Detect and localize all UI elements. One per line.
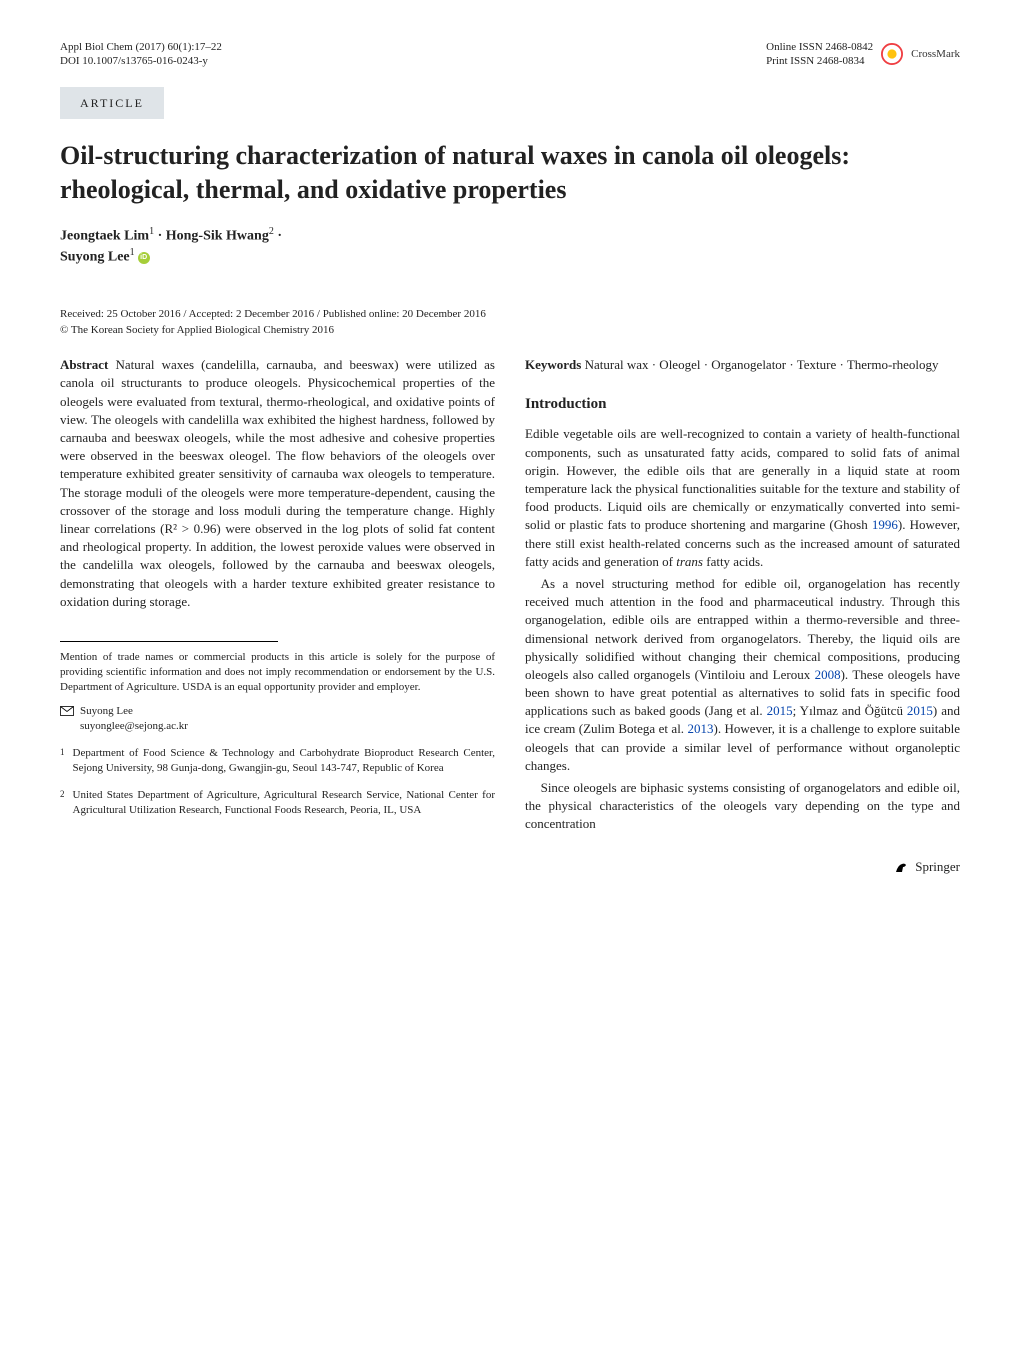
online-issn: Online ISSN 2468-0842: [766, 40, 873, 54]
citation-vintiloiu-2008[interactable]: 2008: [815, 667, 841, 682]
publisher-footer: Springer: [525, 858, 960, 876]
footnote-separator: [60, 641, 278, 642]
right-column: Keywords Natural wax · Oleogel · Organog…: [525, 356, 960, 876]
abstract-label: Abstract: [60, 357, 108, 372]
corr-author-name: Suyong Lee: [80, 704, 188, 719]
intro-para-1: Edible vegetable oils are well-recognize…: [525, 425, 960, 571]
affil-1-num: 1: [60, 746, 65, 776]
author-3: Suyong Lee: [60, 250, 130, 265]
journal-meta: Appl Biol Chem (2017) 60(1):17–22 DOI 10…: [60, 40, 222, 69]
print-issn: Print ISSN 2468-0834: [766, 54, 873, 68]
issn-block: Online ISSN 2468-0842 Print ISSN 2468-08…: [766, 40, 873, 69]
header-right: Online ISSN 2468-0842 Print ISSN 2468-08…: [766, 40, 960, 69]
introduction-heading: Introduction: [525, 394, 960, 415]
authors-list: Jeongtaek Lim1 · Hong-Sik Hwang2 · Suyon…: [60, 225, 960, 268]
copyright-line: © The Korean Society for Applied Biologi…: [60, 323, 960, 338]
affil-2-num: 2: [60, 788, 65, 818]
crossmark-icon[interactable]: [881, 43, 903, 65]
intro-para-3: Since oleogels are biphasic systems cons…: [525, 779, 960, 834]
affiliation-1: 1 Department of Food Science & Technolog…: [60, 746, 495, 776]
envelope-icon: [60, 706, 74, 716]
corr-author-email: suyonglee@sejong.ac.kr: [80, 719, 188, 734]
citation-ghosh-1996[interactable]: 1996: [872, 517, 898, 532]
article-type-badge: ARTICLE: [60, 87, 164, 120]
received-accepted-published: Received: 25 October 2016 / Accepted: 2 …: [60, 307, 960, 322]
affil-2-text: United States Department of Agriculture,…: [73, 788, 496, 818]
page-header: Appl Biol Chem (2017) 60(1):17–22 DOI 10…: [60, 40, 960, 69]
crossmark-label[interactable]: CrossMark: [911, 47, 960, 62]
article-dates: Received: 25 October 2016 / Accepted: 2 …: [60, 307, 960, 338]
affil-1-text: Department of Food Science & Technology …: [73, 746, 496, 776]
keywords-text: Natural wax · Oleogel · Organogelator · …: [581, 357, 938, 372]
affiliation-2: 2 United States Department of Agricultur…: [60, 788, 495, 818]
author-1: Jeongtaek Lim: [60, 229, 149, 244]
keywords-label: Keywords: [525, 357, 581, 372]
orcid-icon[interactable]: [138, 252, 150, 264]
citation-zulim-2013[interactable]: 2013: [688, 721, 714, 736]
citation-jang-2015[interactable]: 2015: [767, 703, 793, 718]
author-2: Hong-Sik Hwang: [166, 229, 269, 244]
disclaimer: Mention of trade names or commercial pro…: [60, 650, 495, 695]
article-title: Oil-structuring characterization of natu…: [60, 139, 960, 207]
journal-citation: Appl Biol Chem (2017) 60(1):17–22: [60, 40, 222, 54]
doi: DOI 10.1007/s13765-016-0243-y: [60, 54, 222, 68]
left-column: Abstract Natural waxes (candelilla, carn…: [60, 356, 495, 876]
springer-label: Springer: [915, 858, 960, 876]
keywords-paragraph: Keywords Natural wax · Oleogel · Organog…: [525, 356, 960, 374]
intro-para-2: As a novel structuring method for edible…: [525, 575, 960, 775]
springer-horse-icon: [893, 859, 909, 875]
body-columns: Abstract Natural waxes (candelilla, carn…: [60, 356, 960, 876]
corresponding-author: Suyong Lee suyonglee@sejong.ac.kr: [60, 704, 495, 734]
footnotes: Mention of trade names or commercial pro…: [60, 650, 495, 818]
abstract-text: Natural waxes (candelilla, carnauba, and…: [60, 357, 495, 608]
abstract-paragraph: Abstract Natural waxes (candelilla, carn…: [60, 356, 495, 611]
corr-author-details: Suyong Lee suyonglee@sejong.ac.kr: [80, 704, 188, 734]
citation-yilmaz-2015[interactable]: 2015: [907, 703, 933, 718]
